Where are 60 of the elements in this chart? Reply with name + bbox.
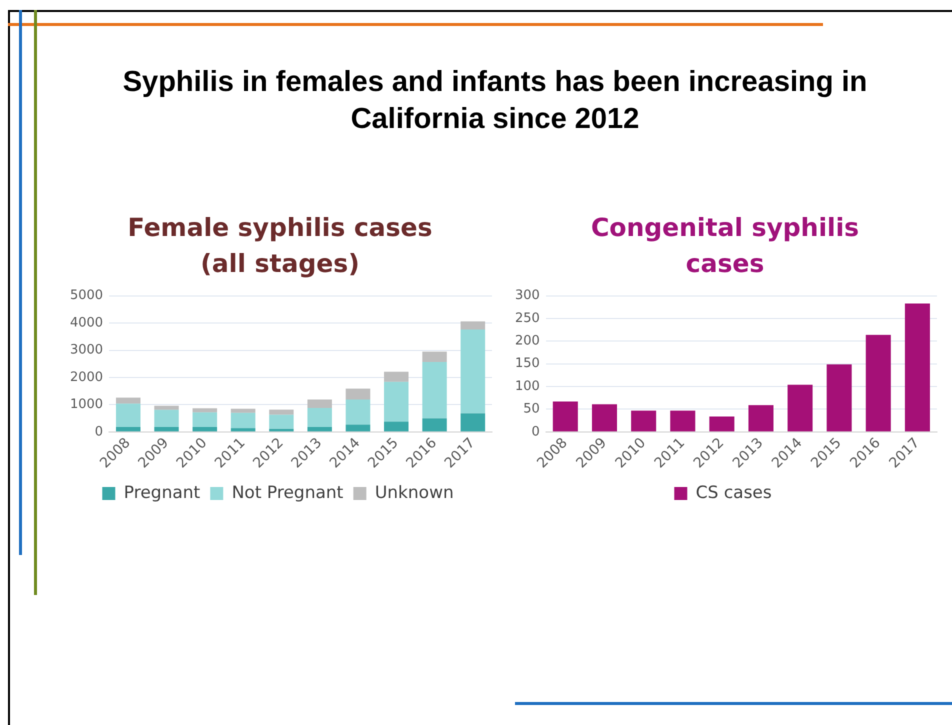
bar [269, 428, 294, 432]
bar [460, 321, 486, 330]
bar [307, 427, 332, 432]
bar [154, 427, 179, 432]
bar [709, 416, 734, 432]
chart-title: Congenital syphilis cases [590, 212, 860, 280]
y-tick-label: 5000 [70, 288, 104, 304]
bar [346, 424, 370, 432]
bar [460, 413, 486, 432]
bar [154, 410, 179, 428]
bar [904, 304, 930, 432]
bar [384, 382, 409, 422]
y-tick-label: 300 [514, 288, 540, 304]
bar [592, 404, 618, 432]
bar [460, 330, 486, 414]
bar [307, 408, 332, 428]
y-tick-label: 100 [514, 378, 540, 394]
bar [116, 398, 140, 404]
bar [307, 400, 332, 408]
legend-label: Not Pregnant [232, 482, 344, 503]
y-tick-label: 1000 [70, 397, 104, 412]
bar [269, 410, 294, 415]
bar [269, 414, 294, 429]
bar [116, 404, 140, 428]
legend-label: CS cases [696, 482, 772, 503]
bar [230, 412, 256, 428]
y-tick-label: 50 [523, 402, 540, 417]
y-tick-label: 250 [514, 310, 540, 326]
y-tick-label: 0 [94, 424, 104, 440]
bar [826, 364, 852, 432]
bar [192, 427, 218, 432]
y-tick-label: 3000 [70, 342, 104, 358]
bar [192, 408, 218, 412]
legend-label: Pregnant [124, 482, 201, 503]
bar [631, 410, 656, 432]
text: Syphilis in females and infants has been increasing in California since 2012 [122, 65, 868, 137]
bar [422, 418, 447, 432]
chart-title: Female syphilis cases (all stages) [126, 212, 434, 280]
y-tick-label: 2000 [70, 370, 104, 385]
bar [866, 334, 891, 432]
bar [670, 410, 696, 432]
bar [116, 427, 140, 432]
bar [422, 352, 447, 362]
y-tick-label: 0 [532, 424, 540, 440]
bar [422, 362, 447, 418]
y-tick-label: 4000 [70, 315, 104, 330]
y-tick-label: 200 [514, 334, 540, 349]
bar [384, 422, 409, 432]
y-tick-label: 150 [514, 356, 540, 372]
legend-label: Unknown [374, 482, 454, 503]
bar [192, 412, 218, 428]
bar [748, 405, 774, 432]
bar [552, 402, 578, 432]
bar [154, 406, 179, 410]
bar [230, 428, 256, 432]
bar [230, 408, 256, 413]
bar [346, 400, 370, 425]
bar [346, 388, 370, 400]
bar [384, 372, 409, 382]
bar [788, 384, 813, 432]
